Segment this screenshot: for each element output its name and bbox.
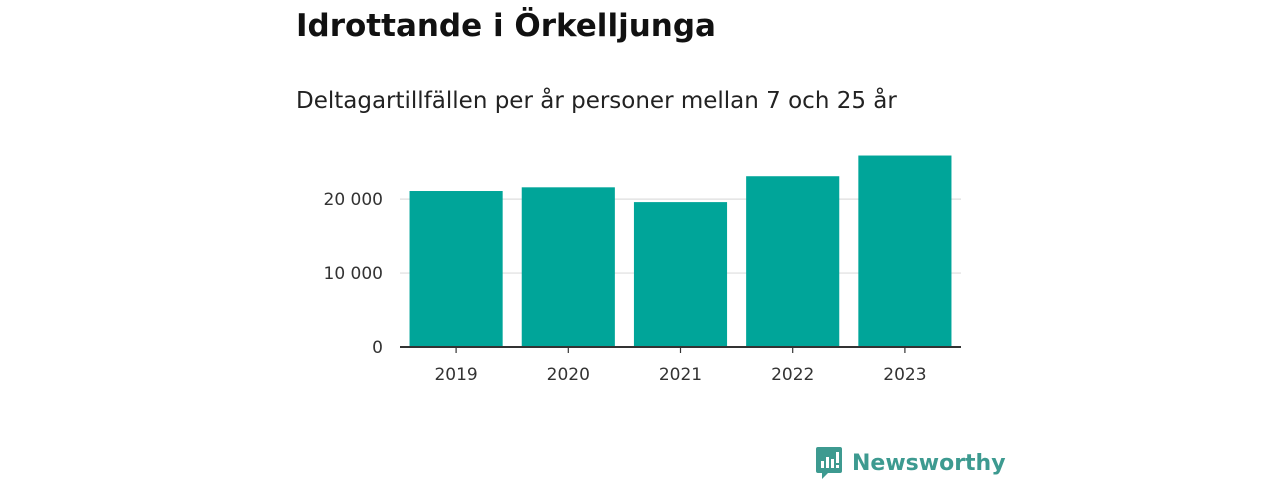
chart-title: Idrottande i Örkelljunga bbox=[296, 8, 716, 44]
y-tick-label: 0 bbox=[372, 338, 383, 358]
bar bbox=[409, 191, 503, 347]
y-tick-label: 10 000 bbox=[324, 264, 383, 284]
x-tick-label: 2020 bbox=[547, 365, 590, 385]
chart-subtitle: Deltagartillfällen per år personer mella… bbox=[296, 88, 897, 114]
bar bbox=[633, 202, 728, 347]
brand-logo: Newsworthy bbox=[815, 446, 1006, 480]
bar bbox=[858, 155, 952, 347]
y-tick-label: 20 000 bbox=[324, 190, 383, 210]
x-tick-label: 2021 bbox=[659, 365, 702, 385]
bar bbox=[521, 187, 615, 347]
x-tick-label: 2019 bbox=[434, 365, 477, 385]
bar bbox=[746, 176, 840, 347]
x-tick-label: 2022 bbox=[771, 365, 814, 385]
brand-name: Newsworthy bbox=[852, 450, 1006, 476]
newsworthy-logo-icon bbox=[816, 447, 842, 479]
x-tick-label: 2023 bbox=[883, 365, 926, 385]
